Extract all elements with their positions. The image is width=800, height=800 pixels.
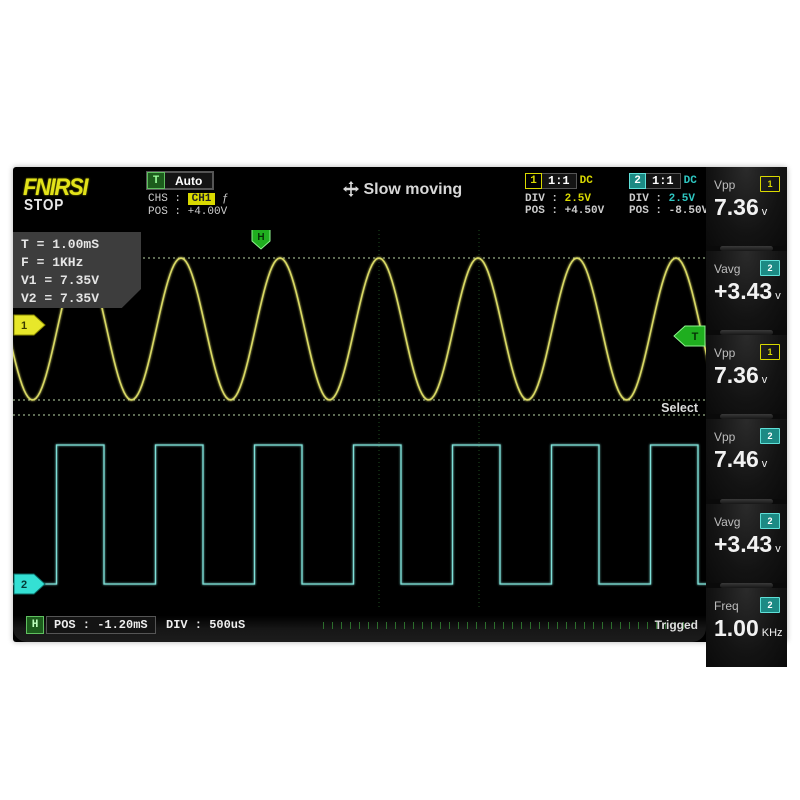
svg-text:1: 1 (21, 320, 27, 332)
svg-text:T: T (692, 331, 699, 343)
svg-text:H: H (257, 232, 264, 243)
svg-text:2: 2 (21, 579, 27, 591)
